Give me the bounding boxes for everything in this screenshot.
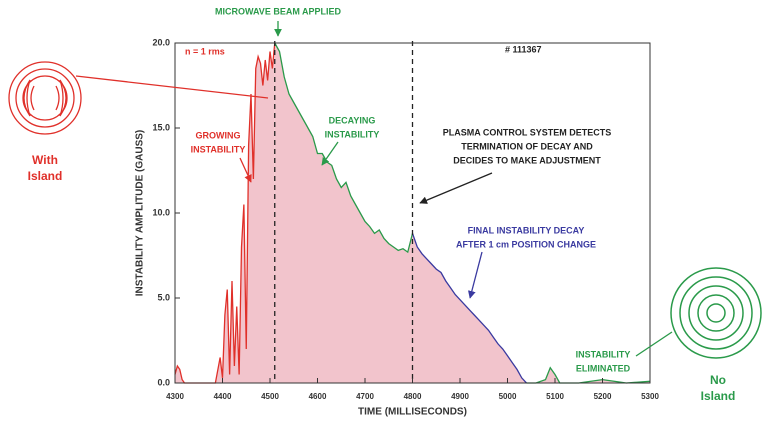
annotation: GROWING bbox=[196, 130, 241, 140]
arrow bbox=[76, 76, 268, 98]
x-tick-label: 5100 bbox=[546, 392, 564, 401]
annotation: No bbox=[710, 373, 726, 387]
annotation: MICROWAVE BEAM APPLIED bbox=[215, 6, 342, 16]
x-tick-label: 4400 bbox=[214, 392, 232, 401]
y-axis-label: INSTABILITY AMPLITUDE (GAUSS) bbox=[135, 130, 146, 296]
x-tick-label: 4800 bbox=[404, 392, 422, 401]
annotation: AFTER 1 cm POSITION CHANGE bbox=[456, 239, 596, 249]
area-fill bbox=[275, 43, 413, 383]
annotation: FINAL INSTABILITY DECAY bbox=[468, 225, 585, 235]
arrow bbox=[470, 252, 482, 298]
annotation: PLASMA CONTROL SYSTEM DETECTS bbox=[443, 127, 612, 137]
x-tick-label: 4600 bbox=[309, 392, 327, 401]
x-tick-label: 4700 bbox=[356, 392, 374, 401]
y-tick-label: 20.0 bbox=[152, 37, 170, 47]
x-axis-label: TIME (MILLISECONDS) bbox=[358, 407, 467, 418]
chart: 0.0 5.0 10.0 15.0 20.0 4300 4400 4500 4600 4700 48… bbox=[0, 0, 772, 422]
annotation: ELIMINATED bbox=[576, 363, 631, 373]
annotation: INSTABILITY bbox=[191, 144, 246, 154]
annotation: Island bbox=[28, 169, 63, 183]
x-tick-label: 5000 bbox=[499, 392, 517, 401]
island-icon bbox=[9, 62, 81, 134]
annotation: # 111367 bbox=[505, 44, 542, 54]
x-tick-label: 5200 bbox=[594, 392, 612, 401]
annotation: DECAYING bbox=[329, 115, 376, 125]
annotation: INSTABILITY bbox=[325, 129, 380, 139]
arrow bbox=[420, 173, 492, 203]
plot-area bbox=[175, 41, 650, 383]
y-tick-label: 5.0 bbox=[157, 292, 170, 302]
no-island-icon bbox=[671, 268, 761, 358]
x-tick-label: 4300 bbox=[166, 392, 184, 401]
arrow bbox=[636, 332, 672, 356]
x-tick-label: 5300 bbox=[641, 392, 659, 401]
x-tick-label: 4500 bbox=[261, 392, 279, 401]
area-fill bbox=[413, 233, 527, 383]
annotation: DECIDES TO MAKE ADJUSTMENT bbox=[453, 155, 601, 165]
annotation: With bbox=[32, 153, 58, 167]
y-tick-label: 0.0 bbox=[157, 377, 170, 387]
y-tick-label: 15.0 bbox=[152, 122, 170, 132]
annotation: INSTABILITY bbox=[576, 349, 631, 359]
y-tick-label: 10.0 bbox=[152, 207, 170, 217]
annotation: n = 1 rms bbox=[185, 46, 225, 56]
annotation: Island bbox=[701, 389, 736, 403]
x-tick-label: 4900 bbox=[451, 392, 469, 401]
annotation: TERMINATION OF DECAY AND bbox=[461, 141, 593, 151]
arrow bbox=[322, 142, 338, 165]
